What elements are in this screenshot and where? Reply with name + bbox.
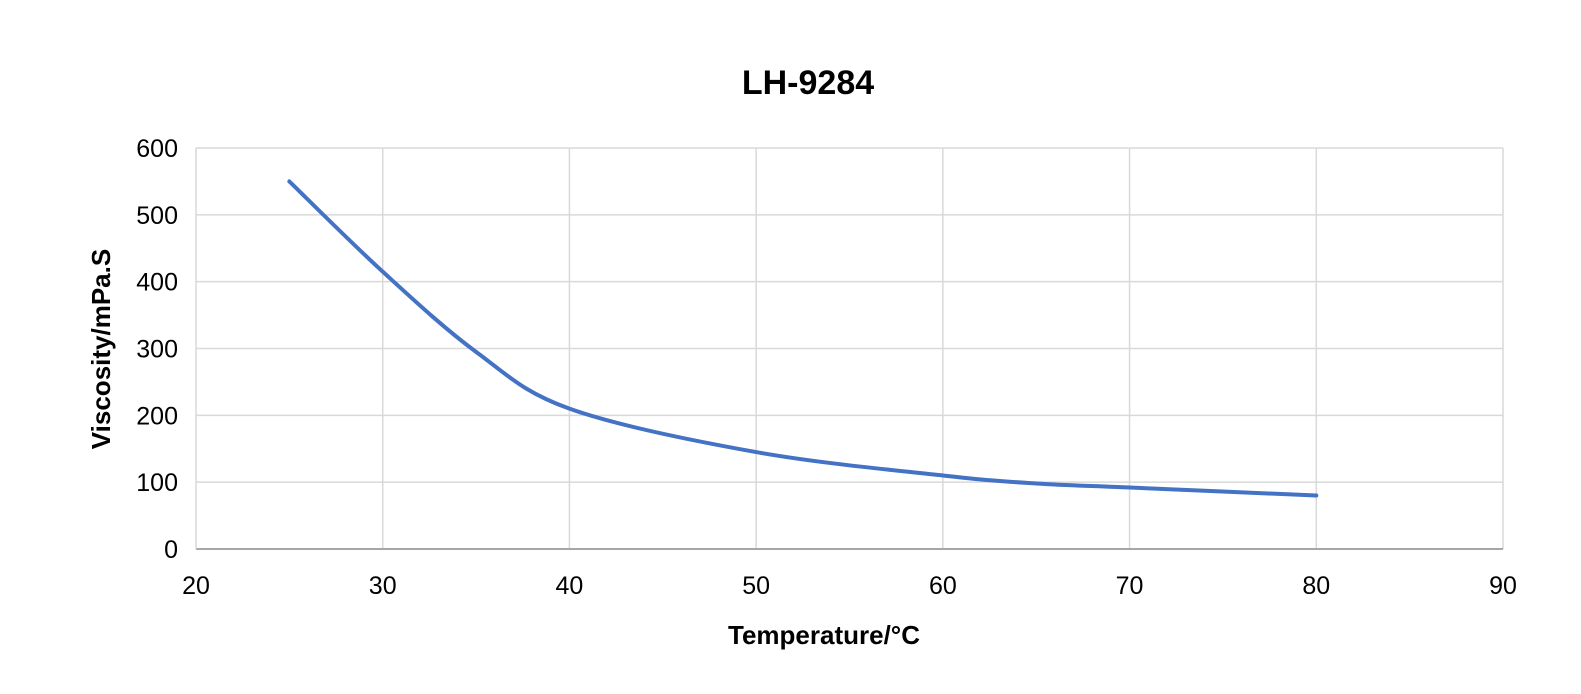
x-tick-label: 90	[1489, 572, 1517, 600]
x-tick-label: 20	[182, 572, 210, 600]
grid-layer	[196, 147, 1504, 549]
y-tick-label: 0	[164, 536, 178, 564]
tick-labels: 0 100 200 300 400 500 600 20 30 40 50 60 70 80 90	[136, 135, 1517, 600]
y-tick-label: 600	[136, 135, 178, 163]
series-layer	[287, 179, 1319, 498]
y-axis-label: Viscosity/mPa.S	[86, 249, 116, 449]
y-tick-label: 500	[136, 202, 178, 230]
x-tick-label: 70	[1116, 572, 1144, 600]
y-tick-label: 400	[136, 269, 178, 297]
x-tick-label: 80	[1302, 572, 1330, 600]
y-tick-label: 200	[136, 402, 178, 430]
axis-layer	[195, 148, 1503, 550]
x-tick-label: 60	[929, 572, 957, 600]
y-tick-label: 100	[136, 469, 178, 497]
x-axis-label: Temperature/°C	[728, 620, 920, 650]
x-tick-label: 40	[556, 572, 584, 600]
x-tick-label: 30	[369, 572, 397, 600]
series-line	[287, 179, 1319, 498]
y-tick-label: 300	[136, 336, 178, 364]
x-tick-label: 50	[742, 572, 770, 600]
chart-title: LH-9284	[742, 64, 874, 102]
